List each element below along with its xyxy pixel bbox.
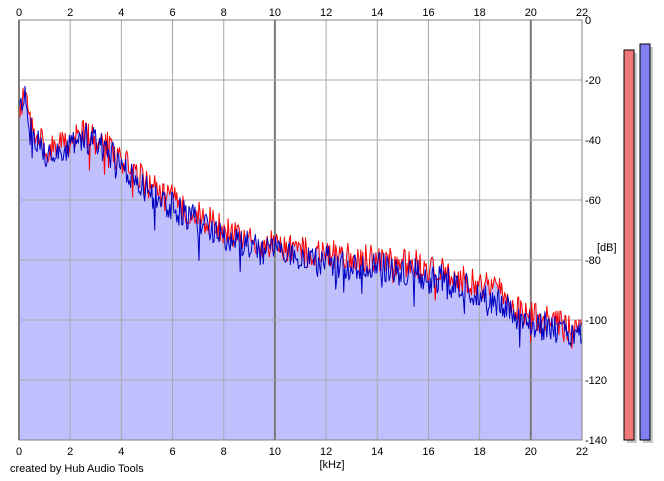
- x-tick-label-bottom: 22: [576, 446, 588, 458]
- x-tick-label-top: 0: [16, 7, 22, 19]
- x-tick-label-bottom: 12: [320, 446, 332, 458]
- series-line-2: [18, 85, 583, 348]
- x-tick-label-top: 18: [474, 7, 486, 19]
- series-line-1: [18, 87, 583, 349]
- x-tick-label-bottom: 20: [525, 446, 537, 458]
- x-axis-bottom: 0 2 4 6 8 10 12 14 16 18 20 22: [16, 446, 588, 458]
- x-tick-label-bottom: 14: [371, 446, 383, 458]
- y-tick-label: -60: [585, 195, 601, 207]
- x-tick-label-top: 2: [67, 7, 73, 19]
- x-tick-label-bottom: 2: [67, 446, 73, 458]
- x-tick-label-bottom: 8: [221, 446, 227, 458]
- x-tick-label-top: 12: [320, 7, 332, 19]
- y-axis-right: 0 -20 -40 -60 -80 -100 -120 -140: [585, 15, 607, 447]
- x-tick-label-bottom: 0: [16, 446, 22, 458]
- y-tick-label: 0: [585, 15, 591, 27]
- x-tick-label-top: 4: [118, 7, 124, 19]
- y-axis-unit: [dB]: [597, 242, 617, 254]
- y-tick-label: -120: [585, 375, 607, 387]
- x-tick-label-top: 16: [422, 7, 434, 19]
- x-tick-label-top: 20: [525, 7, 537, 19]
- x-tick-label-top: 8: [221, 7, 227, 19]
- level-meter-bar: [639, 43, 651, 441]
- x-tick-label-bottom: 16: [422, 446, 434, 458]
- x-tick-label-top: 14: [371, 7, 383, 19]
- level-meters: [623, 43, 653, 443]
- y-tick-label: -40: [585, 135, 601, 147]
- level-meter-bar: [623, 49, 635, 441]
- x-tick-label-bottom: 6: [169, 446, 175, 458]
- x-tick-label-bottom: 10: [269, 446, 281, 458]
- y-tick-label: -20: [585, 75, 601, 87]
- x-tick-label-top: 22: [576, 7, 588, 19]
- x-tick-label-top: 10: [269, 7, 281, 19]
- x-tick-label-bottom: 4: [118, 446, 124, 458]
- x-axis-top: 0 2 4 6 8 10 12 14 16 18 20 22: [16, 7, 588, 19]
- grid-lines: [18, 19, 583, 441]
- plot-frame: [18, 19, 583, 441]
- spectrum-fill-area: [19, 86, 582, 440]
- spectrum-series: [18, 85, 583, 349]
- x-tick-label-top: 6: [169, 7, 175, 19]
- y-tick-label: -100: [585, 315, 607, 327]
- credit-text: created by Hub Audio Tools: [10, 463, 144, 475]
- y-tick-label: -140: [585, 435, 607, 447]
- x-axis-unit: [kHz]: [319, 459, 344, 471]
- y-tick-label: -80: [585, 255, 601, 267]
- x-tick-label-bottom: 18: [474, 446, 486, 458]
